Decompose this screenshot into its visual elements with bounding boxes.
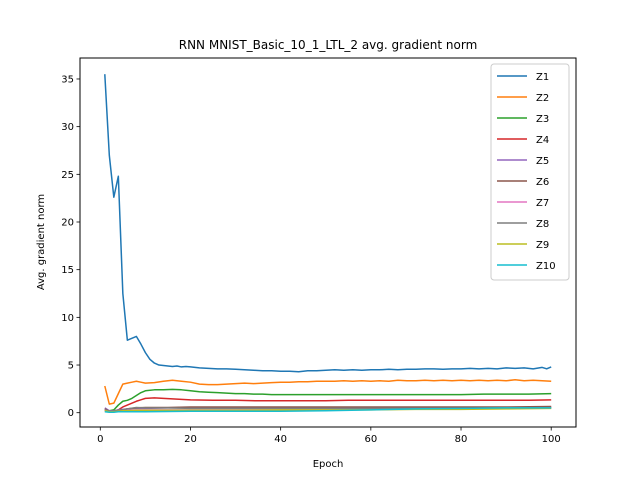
x-tick-label: 20 — [184, 434, 197, 445]
series-line-z1 — [104, 74, 552, 373]
plot-area — [79, 57, 577, 428]
y-tick-label: 15 — [61, 265, 74, 276]
y-tick-label: 10 — [61, 313, 74, 324]
legend-label-z1: Z1 — [536, 72, 549, 83]
series-layer — [104, 74, 552, 413]
legend-label-z4: Z4 — [536, 135, 549, 146]
y-tick-label: 5 — [68, 361, 74, 372]
chart-title: RNN MNIST_Basic_10_1_LTL_2 avg. gradient… — [179, 38, 478, 52]
legend-label-z3: Z3 — [536, 114, 549, 125]
y-tick-label: 30 — [61, 122, 74, 133]
series-line-z3 — [104, 388, 552, 412]
legend-label-z6: Z6 — [536, 177, 549, 188]
y-tick-label: 0 — [68, 408, 74, 419]
series-line-z4 — [104, 397, 552, 413]
y-axis-label: Avg. gradient norm — [36, 194, 47, 290]
x-tick-label: 0 — [97, 434, 103, 445]
y-tick-label: 25 — [61, 170, 74, 181]
legend-label-z7: Z7 — [536, 198, 549, 209]
x-tick-label: 60 — [364, 434, 377, 445]
x-axis-label: Epoch — [313, 459, 344, 470]
legend-label-z2: Z2 — [536, 93, 549, 104]
legend-label-z5: Z5 — [536, 156, 549, 167]
y-axis: 0 5 10 15 20 25 30 35 — [61, 74, 80, 419]
legend: Z1 Z2 Z3 Z4 Z5 Z6 Z7 Z8 Z9 Z10 — [490, 63, 570, 281]
x-axis: 0 20 40 60 80 100 — [97, 427, 561, 445]
x-tick-label: 40 — [274, 434, 287, 445]
legend-label-z9: Z9 — [536, 240, 549, 251]
series-line-z2 — [104, 379, 552, 405]
x-tick-label: 80 — [455, 434, 468, 445]
series-line-z10 — [104, 407, 552, 413]
x-tick-label: 100 — [542, 434, 561, 445]
legend-label-z8: Z8 — [536, 219, 549, 230]
legend-label-z10: Z10 — [536, 261, 556, 272]
y-tick-label: 20 — [61, 218, 74, 229]
plot-frame — [79, 57, 577, 428]
y-tick-label: 35 — [61, 74, 74, 85]
